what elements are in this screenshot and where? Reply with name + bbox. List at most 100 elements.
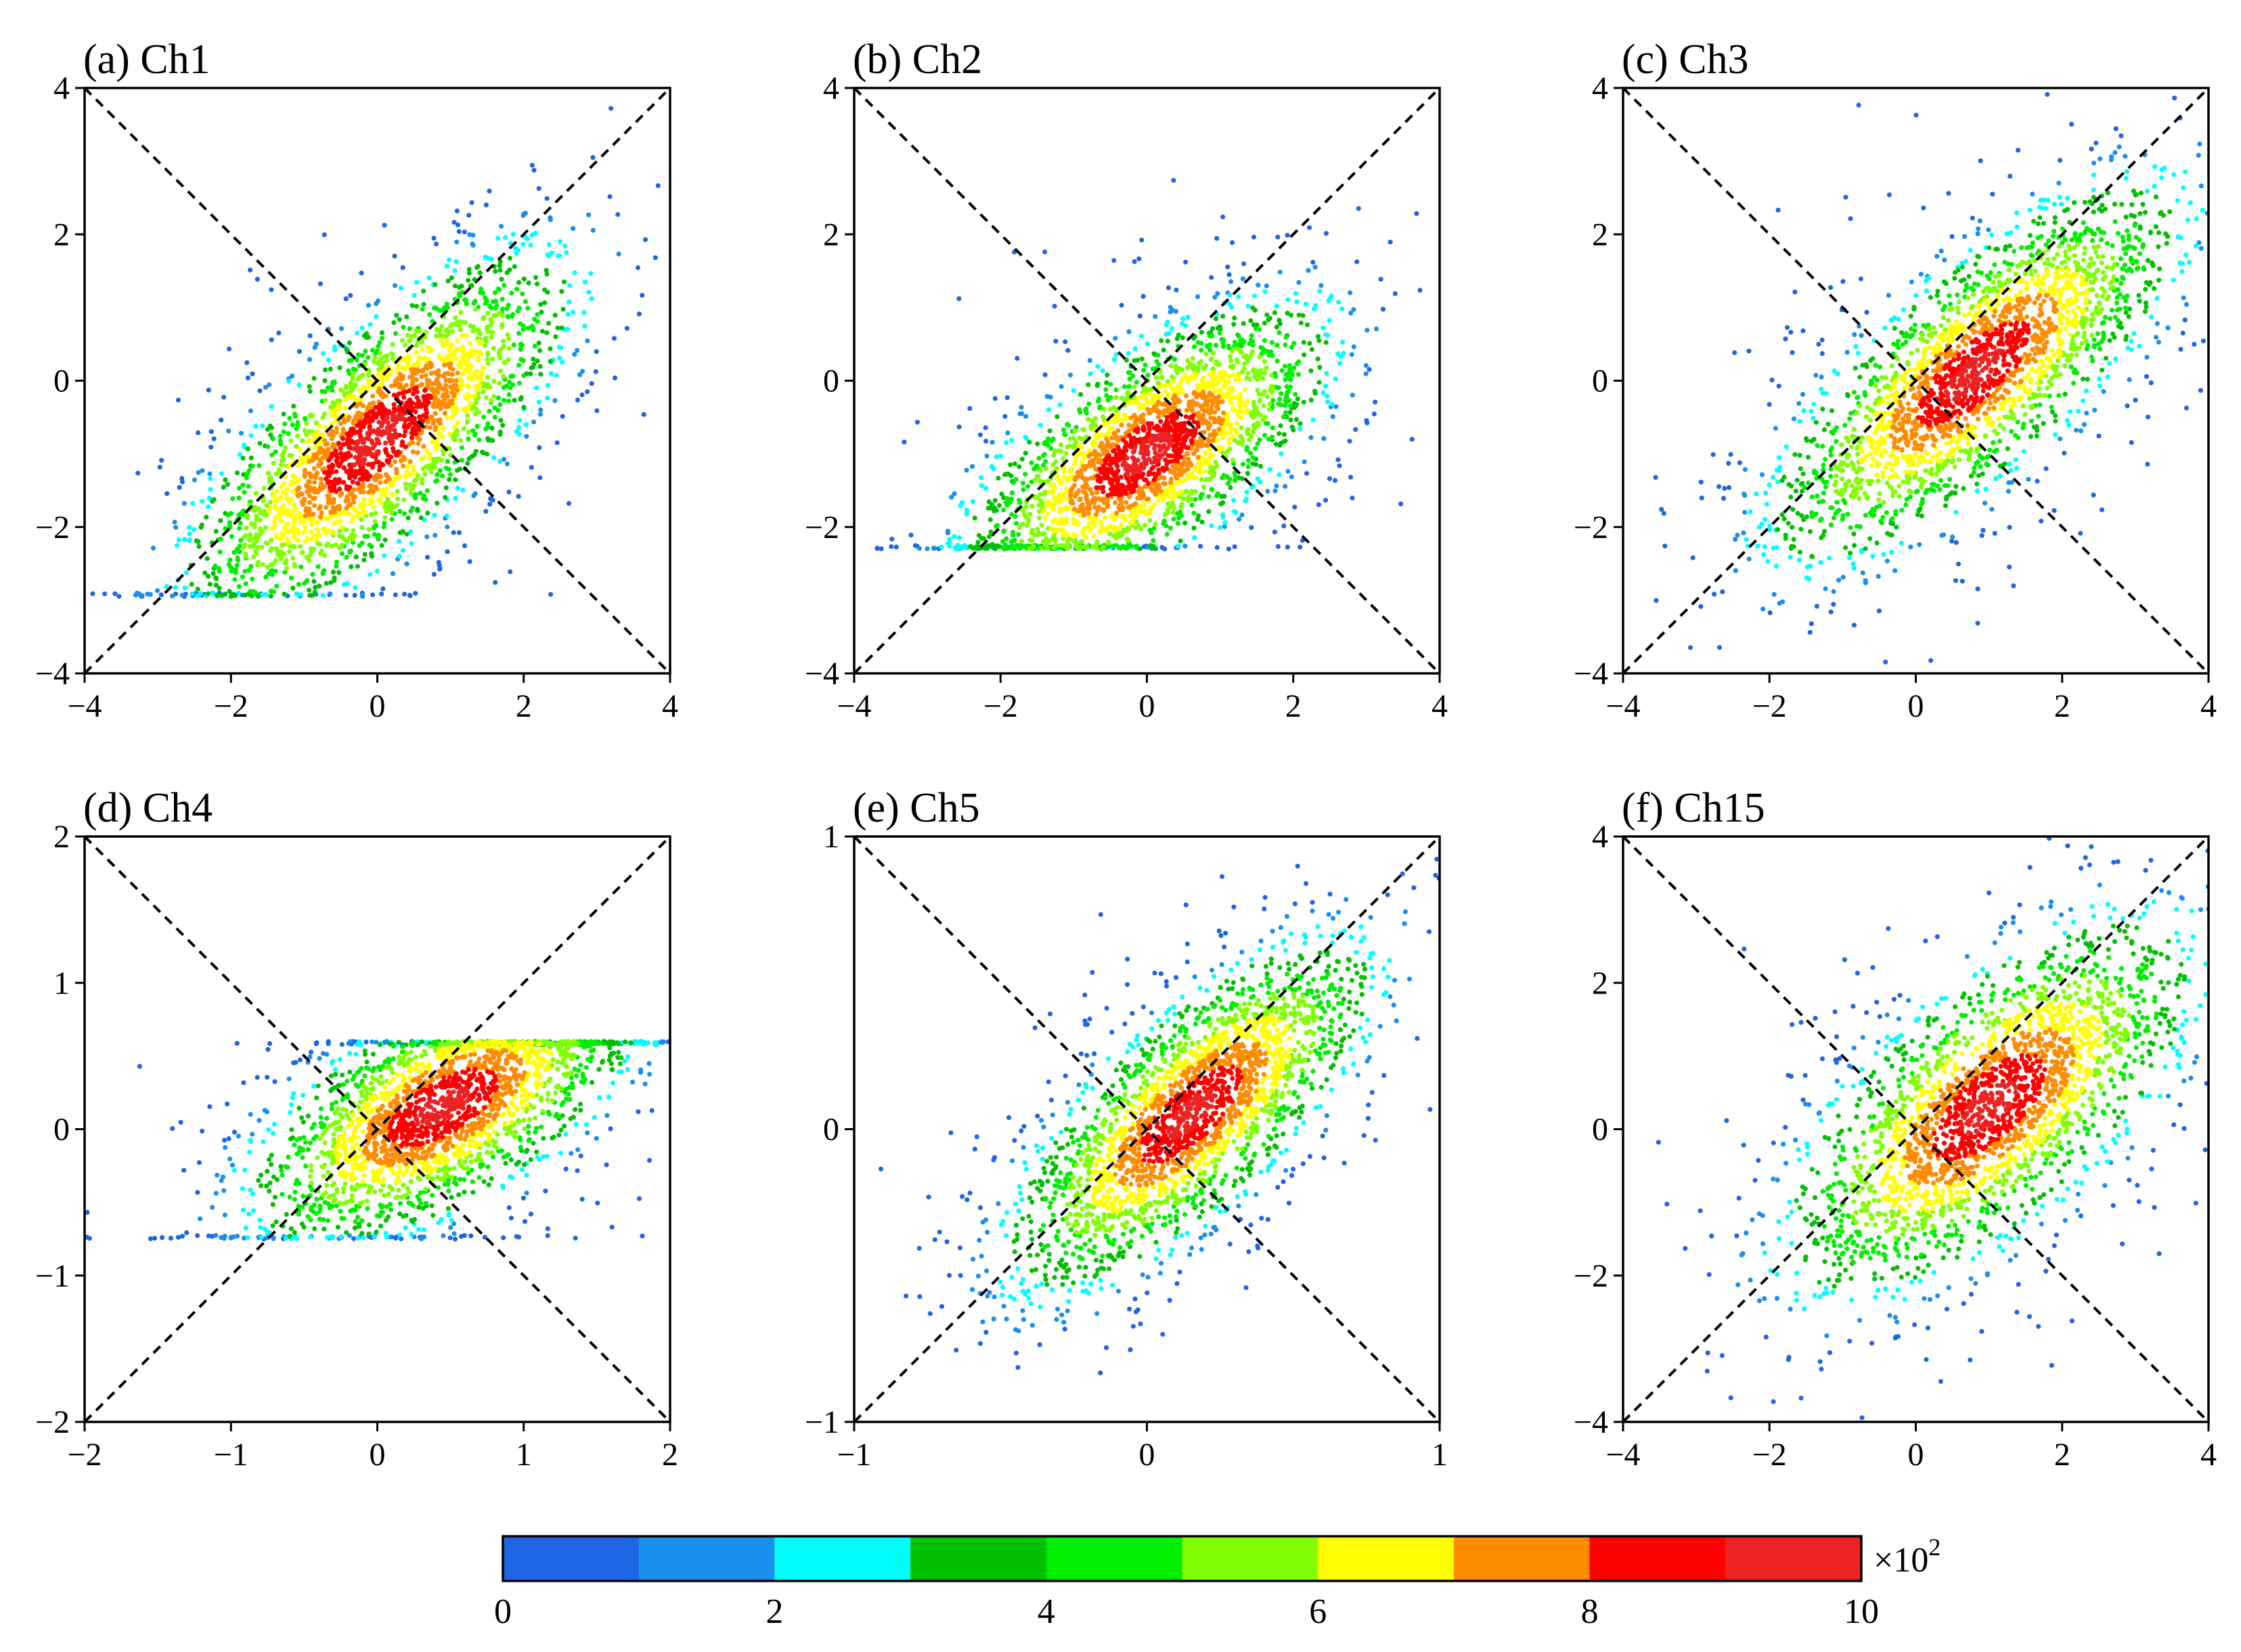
- scatter-point: [1258, 413, 1264, 418]
- scatter-point: [889, 536, 895, 542]
- scatter-point: [437, 332, 443, 338]
- scatter-point: [312, 589, 317, 595]
- scatter-point: [347, 445, 352, 450]
- scatter-point: [437, 417, 443, 422]
- scatter-point: [1272, 310, 1277, 315]
- scatter-point: [1233, 510, 1239, 515]
- scatter-point: [444, 263, 450, 269]
- scatter-point: [462, 320, 468, 326]
- scatter-point: [372, 475, 378, 481]
- scatter-point: [254, 551, 259, 557]
- scatter-point: [1308, 434, 1314, 441]
- scatter-point: [414, 389, 420, 395]
- scatter-point: [1149, 466, 1155, 472]
- scatter-point: [241, 443, 247, 448]
- scatter-point: [1185, 472, 1191, 478]
- scatter-point: [254, 514, 259, 519]
- scatter-point: [1151, 538, 1156, 543]
- scatter-point: [1245, 464, 1251, 470]
- scatter-point: [1189, 473, 1194, 478]
- scatter-point: [428, 371, 434, 376]
- scatter-point: [500, 296, 505, 302]
- scatter-point: [421, 302, 426, 307]
- scatter-point: [1255, 387, 1260, 393]
- scatter-point: [284, 566, 290, 571]
- scatter-point: [1247, 437, 1252, 443]
- scatter-point: [377, 467, 382, 473]
- scatter-point: [529, 465, 534, 470]
- scatter-point: [276, 330, 282, 336]
- scatter-point: [1296, 359, 1302, 365]
- scatter-point: [466, 430, 471, 435]
- scatter-point: [437, 562, 442, 568]
- scatter-point: [497, 287, 502, 292]
- scatter-point: [1228, 279, 1234, 284]
- scatter-point: [1281, 432, 1287, 437]
- scatter-point: [533, 231, 539, 236]
- scatter-point: [986, 534, 992, 539]
- scatter-point: [374, 568, 380, 574]
- scatter-point: [1214, 236, 1220, 241]
- scatter-point: [1170, 510, 1176, 515]
- scatter-point: [1270, 397, 1276, 403]
- scatter-point: [1196, 513, 1201, 518]
- scatter-point: [1193, 465, 1199, 470]
- scatter-point: [1189, 489, 1195, 494]
- scatter-point: [460, 344, 466, 349]
- scatter-point: [1251, 483, 1256, 489]
- scatter-point: [1078, 539, 1084, 545]
- scatter-point: [459, 457, 464, 463]
- scatter-point: [1250, 455, 1256, 460]
- scatter-point: [383, 450, 389, 455]
- scatter-point: [1087, 527, 1092, 533]
- scatter-point: [313, 488, 318, 493]
- scatter-point: [337, 528, 342, 534]
- scatter-point: [1042, 515, 1048, 520]
- scatter-point: [427, 425, 432, 430]
- scatter-point: [1086, 507, 1091, 512]
- scatter-point: [369, 554, 375, 559]
- scatter-point: [1041, 508, 1046, 514]
- scatter-point: [296, 485, 301, 491]
- scatter-point: [613, 375, 618, 381]
- scatter-point: [346, 511, 351, 516]
- scatter-point: [1083, 481, 1089, 487]
- scatter-point: [1210, 438, 1216, 443]
- scatter-point: [66, 594, 70, 598]
- scatter-point: [1071, 388, 1076, 393]
- scatter-point: [1281, 439, 1287, 444]
- scatter-point: [1075, 519, 1080, 524]
- scatter-point: [992, 396, 998, 401]
- scatter-point: [264, 503, 269, 508]
- scatter-point: [1294, 299, 1300, 305]
- scatter-point: [192, 477, 197, 483]
- scatter-point: [1351, 344, 1356, 349]
- scatter-point: [1228, 485, 1233, 491]
- scatter-point: [323, 425, 328, 430]
- scatter-point: [399, 406, 404, 411]
- scatter-point: [172, 519, 177, 525]
- scatter-point: [506, 303, 511, 308]
- scatter-point: [476, 409, 482, 415]
- scatter-point: [1226, 379, 1231, 385]
- scatter-point: [422, 388, 428, 393]
- scatter-point: [1035, 527, 1040, 532]
- scatter-point: [1134, 397, 1140, 402]
- scatter-point: [248, 544, 253, 550]
- scatter-point: [278, 554, 284, 560]
- scatter-point: [1277, 330, 1282, 336]
- panel-title: (b) Ch2: [853, 37, 982, 83]
- scatter-point: [315, 528, 321, 533]
- scatter-point: [589, 381, 594, 386]
- scatter-point: [182, 585, 187, 591]
- scatter-point: [455, 370, 460, 376]
- scatter-point: [1251, 426, 1257, 431]
- scatter-point: [1090, 491, 1095, 496]
- scatter-point: [432, 305, 437, 311]
- scatter-point: [213, 563, 218, 569]
- scatter-point: [1087, 462, 1092, 468]
- scatter-point: [1071, 462, 1077, 467]
- scatter-point: [307, 333, 313, 338]
- scatter-point: [1004, 495, 1010, 501]
- scatter-point: [1316, 502, 1321, 508]
